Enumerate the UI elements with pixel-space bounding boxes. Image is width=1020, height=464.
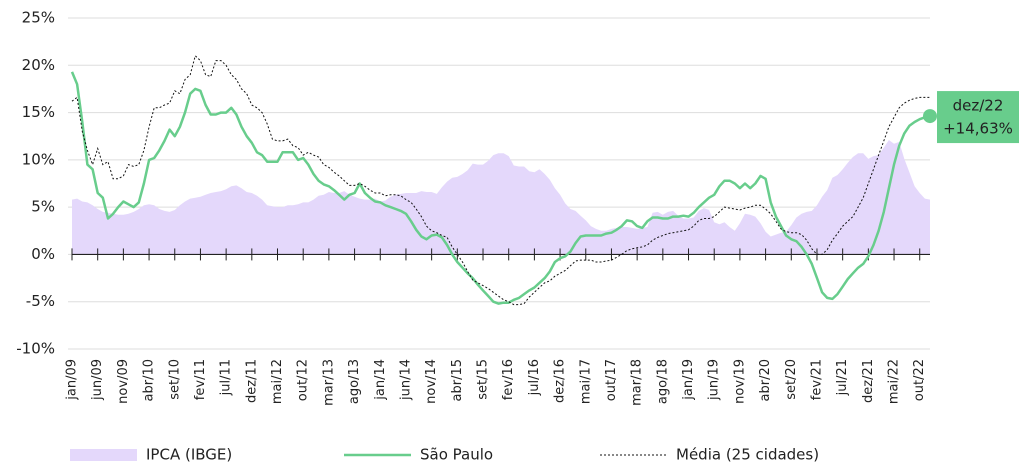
x-tick-label: fev/21 [809,359,824,400]
legend-label: IPCA (IBGE) [146,446,232,464]
x-tick-label: nov/14 [424,359,439,404]
x-tick-label: fev/16 [501,359,516,400]
x-tick-label: mar/18 [630,359,645,406]
x-tick-label: ago/18 [655,359,670,404]
x-tick-label: mai/17 [578,359,593,404]
end-marker [923,109,937,124]
x-tick-label: out/17 [604,359,619,401]
y-tick-label: 0% [31,245,55,263]
x-tick-label: nov/09 [116,359,131,404]
y-tick-label: -5% [26,292,55,310]
x-tick-label: abr/20 [758,359,773,402]
x-tick-label: abr/15 [450,359,465,402]
x-tick-label: dez/21 [861,359,876,403]
legend-label: São Paulo [420,446,493,464]
x-tick-label: jul/21 [835,359,850,396]
x-tick-label: dez/11 [244,359,259,403]
y-tick-label: 15% [22,103,55,121]
x-tick-label: nov/19 [732,359,747,404]
x-tick-label: jul/16 [527,359,542,396]
legend-label: Média (25 cidades) [676,446,819,464]
x-tick-label: jun/19 [707,359,722,401]
end-label-box [937,91,1019,144]
line [70,71,931,305]
y-tick-label: 20% [22,56,55,74]
end-label-value: +14,63% [943,120,1013,138]
x-tick-label: jun/09 [90,359,105,401]
x-tick-label: mai/22 [887,359,902,404]
y-tick-label: -10% [16,340,55,358]
x-tick-label: jul/11 [219,359,234,396]
y-tick-label: 25% [22,9,55,27]
x-tick-label: set/10 [167,359,182,400]
x-tick-label: set/20 [784,359,799,400]
legend-swatch [70,449,137,461]
x-tick-label: set/15 [476,359,491,400]
x-tick-label: fev/11 [193,359,208,400]
x-tick-label: dez/16 [553,359,568,403]
area [72,140,930,255]
x-tick-label: abr/10 [142,359,157,402]
x-tick-label: out/12 [296,359,311,401]
x-tick-label: jan/14 [373,359,388,401]
end-label-date: dez/22 [953,97,1004,115]
x-tick-label: jun/14 [398,359,413,401]
x-tick-label: mar/13 [321,359,336,406]
x-tick-label: mai/12 [270,359,285,404]
y-tick-label: 5% [31,198,55,216]
x-tick-label: out/22 [912,359,927,401]
y-tick-label: 10% [22,150,55,168]
x-tick-label: jan/19 [681,359,696,401]
x-tick-label: ago/13 [347,359,362,404]
line [71,54,930,306]
x-tick-label: jan/09 [65,359,80,401]
